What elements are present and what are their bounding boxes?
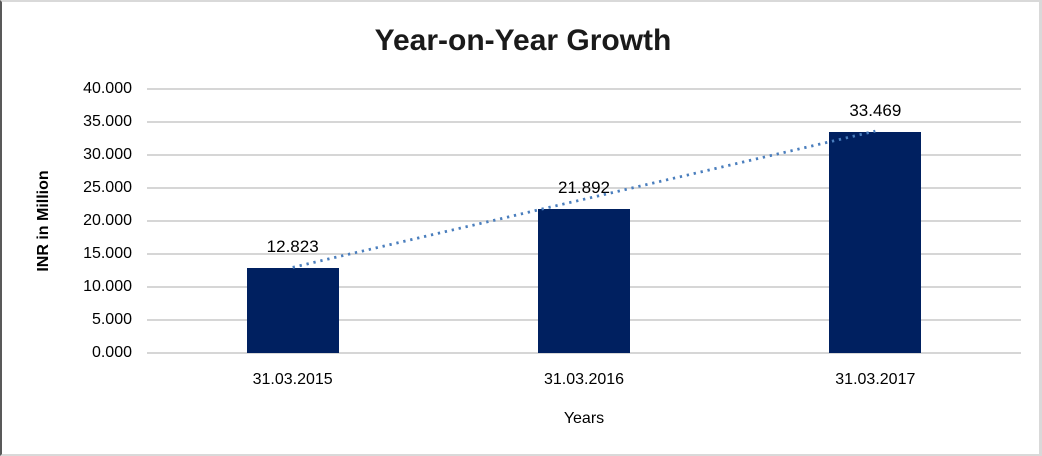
bar-value-label: 33.469: [849, 101, 902, 121]
bar-31.03.2016: [538, 208, 630, 353]
chart-title: Year-on-Year Growth: [374, 24, 672, 57]
x-tick-label: 31.03.2016: [543, 371, 625, 388]
bar-value-label: 12.823: [266, 237, 319, 257]
y-tick-label: 5.000: [91, 311, 132, 328]
y-tick-label: 30.000: [83, 146, 132, 163]
y-tick-label: 15.000: [83, 245, 132, 262]
y-tick-label: 25.000: [83, 179, 132, 196]
gridline: [147, 121, 1021, 123]
x-tick-label: 31.03.2015: [252, 371, 333, 388]
gridline: [147, 88, 1021, 90]
y-tick-label: 10.000: [83, 278, 132, 295]
y-tick-label: 40.000: [83, 80, 132, 97]
y-tick-label: 20.000: [83, 212, 132, 229]
bar-31.03.2015: [246, 268, 339, 353]
bar-value-label: 21.892: [558, 177, 610, 197]
y-tick-label: 0.000: [91, 344, 132, 361]
x-axis-title: Years: [563, 410, 605, 427]
bar-31.03.2017: [829, 132, 922, 353]
y-tick-label: 35.000: [83, 113, 132, 130]
x-tick-label: 31.03.2017: [835, 371, 916, 388]
gridline: [147, 352, 1021, 354]
